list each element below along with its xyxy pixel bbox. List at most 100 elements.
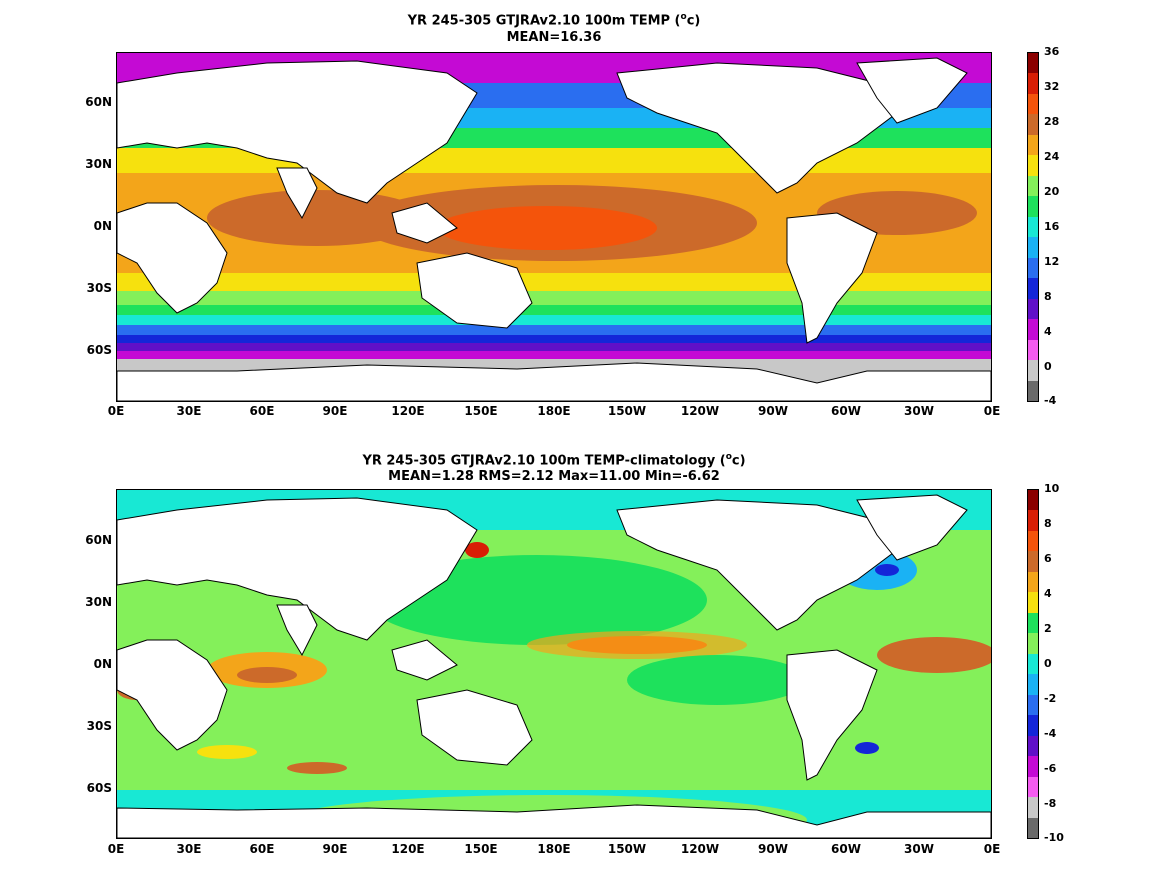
p1-lon-0E-end: 0E: [983, 404, 1001, 418]
panel2-colorbar: [1027, 489, 1039, 839]
p1-cb-neg4: -4: [1044, 394, 1057, 407]
colorbar-segment: [1028, 175, 1038, 197]
p2-cb-neg6: -6: [1044, 762, 1057, 775]
p1-lat-60S: 60S: [86, 343, 112, 357]
colorbar-segment: [1028, 633, 1038, 655]
colorbar-segment: [1028, 756, 1038, 778]
p2-lon-60W: 60W: [831, 842, 861, 856]
p2-cb-10: 10: [1044, 482, 1060, 495]
p1-cb-20: 20: [1044, 185, 1060, 198]
p1-lon-30E: 30E: [176, 404, 202, 418]
colorbar-segment: [1028, 674, 1038, 696]
p1-lon-0E: 0E: [107, 404, 125, 418]
p2-lat-30S: 30S: [86, 719, 112, 733]
colorbar-segment: [1028, 571, 1038, 593]
p2-lon-150W: 150W: [607, 842, 647, 856]
colorbar-segment: [1028, 196, 1038, 218]
p2-cb-neg10: -10: [1044, 831, 1064, 844]
p2-cb-0: 0: [1044, 657, 1052, 670]
p1-cb-12: 12: [1044, 255, 1060, 268]
p1-cb-0: 0: [1044, 360, 1052, 373]
colorbar-segment: [1028, 735, 1038, 757]
p2-lat-30N: 30N: [85, 595, 112, 609]
p1-lat-30S: 30S: [86, 281, 112, 295]
p1-lon-60E: 60E: [249, 404, 275, 418]
p1-lon-90E: 90E: [322, 404, 348, 418]
colorbar-segment: [1028, 694, 1038, 716]
panel1-map: [116, 52, 992, 402]
colorbar-segment: [1028, 653, 1038, 675]
p1-lat-0N: 0N: [93, 219, 112, 233]
colorbar-segment: [1028, 93, 1038, 115]
p1-cb-8: 8: [1044, 290, 1052, 303]
p2-lon-120E: 120E: [391, 842, 425, 856]
p1-cb-4: 4: [1044, 325, 1052, 338]
colorbar-segment: [1028, 216, 1038, 238]
p1-cb-24: 24: [1044, 150, 1060, 163]
colorbar-segment: [1028, 237, 1038, 259]
p2-lon-90E: 90E: [322, 842, 348, 856]
panel2-title: YR 245-305 GTJRAv2.10 100m TEMP-climatol…: [362, 452, 746, 469]
p1-cb-32: 32: [1044, 80, 1060, 93]
p1-lon-30W: 30W: [904, 404, 934, 418]
p1-lat-30N: 30N: [85, 157, 112, 171]
colorbar-segment: [1028, 592, 1038, 614]
colorbar-segment: [1028, 360, 1038, 382]
colorbar-segment: [1028, 73, 1038, 95]
panel1-colorbar: [1027, 52, 1039, 402]
p1-lon-90W: 90W: [758, 404, 788, 418]
p1-lon-180E: 180E: [537, 404, 571, 418]
p1-lon-60W: 60W: [831, 404, 861, 418]
p2-lon-30E: 30E: [176, 842, 202, 856]
colorbar-segment: [1028, 530, 1038, 552]
colorbar-segment: [1028, 715, 1038, 737]
p1-lon-150E: 150E: [464, 404, 498, 418]
p2-cb-4: 4: [1044, 587, 1052, 600]
p2-cb-neg8: -8: [1044, 797, 1057, 810]
colorbar-segment: [1028, 797, 1038, 819]
colorbar-segment: [1028, 776, 1038, 798]
colorbar-segment: [1028, 490, 1038, 511]
colorbar-segment: [1028, 134, 1038, 156]
p2-lat-60S: 60S: [86, 781, 112, 795]
p2-lon-30W: 30W: [904, 842, 934, 856]
colorbar-segment: [1028, 53, 1038, 74]
p2-lon-180E: 180E: [537, 842, 571, 856]
p2-lon-150E: 150E: [464, 842, 498, 856]
colorbar-segment: [1028, 612, 1038, 634]
panel2-subtitle: MEAN=1.28 RMS=2.12 Max=11.00 Min=-6.62: [388, 469, 720, 484]
panel1-subtitle: MEAN=16.36: [506, 30, 602, 45]
p1-cb-16: 16: [1044, 220, 1060, 233]
panel2-map: [116, 489, 992, 839]
colorbar-segment: [1028, 551, 1038, 573]
p2-cb-neg2: -2: [1044, 692, 1057, 705]
colorbar-segment: [1028, 298, 1038, 320]
colorbar-segment: [1028, 339, 1038, 361]
colorbar-segment: [1028, 278, 1038, 300]
colorbar-segment: [1028, 155, 1038, 177]
p1-cb-36: 36: [1044, 45, 1060, 58]
p1-lat-60N: 60N: [85, 95, 112, 109]
p2-cb-8: 8: [1044, 517, 1052, 530]
p1-lon-150W: 150W: [607, 404, 647, 418]
p2-lon-0E-end: 0E: [983, 842, 1001, 856]
colorbar-segment: [1028, 380, 1038, 402]
p2-cb-2: 2: [1044, 622, 1052, 635]
p2-lon-60E: 60E: [249, 842, 275, 856]
p1-lon-120E: 120E: [391, 404, 425, 418]
p1-lon-120W: 120W: [680, 404, 720, 418]
p2-cb-6: 6: [1044, 552, 1052, 565]
p2-lat-60N: 60N: [85, 533, 112, 547]
p2-lat-0N: 0N: [93, 657, 112, 671]
colorbar-segment: [1028, 114, 1038, 136]
p2-lon-0E: 0E: [107, 842, 125, 856]
colorbar-segment: [1028, 257, 1038, 279]
colorbar-segment: [1028, 319, 1038, 341]
colorbar-segment: [1028, 510, 1038, 532]
colorbar-segment: [1028, 817, 1038, 839]
p2-cb-neg4: -4: [1044, 727, 1057, 740]
panel1-title: YR 245-305 GTJRAv2.10 100m TEMP (oc): [407, 12, 701, 29]
p2-lon-120W: 120W: [680, 842, 720, 856]
p2-lon-90W: 90W: [758, 842, 788, 856]
p1-cb-28: 28: [1044, 115, 1060, 128]
